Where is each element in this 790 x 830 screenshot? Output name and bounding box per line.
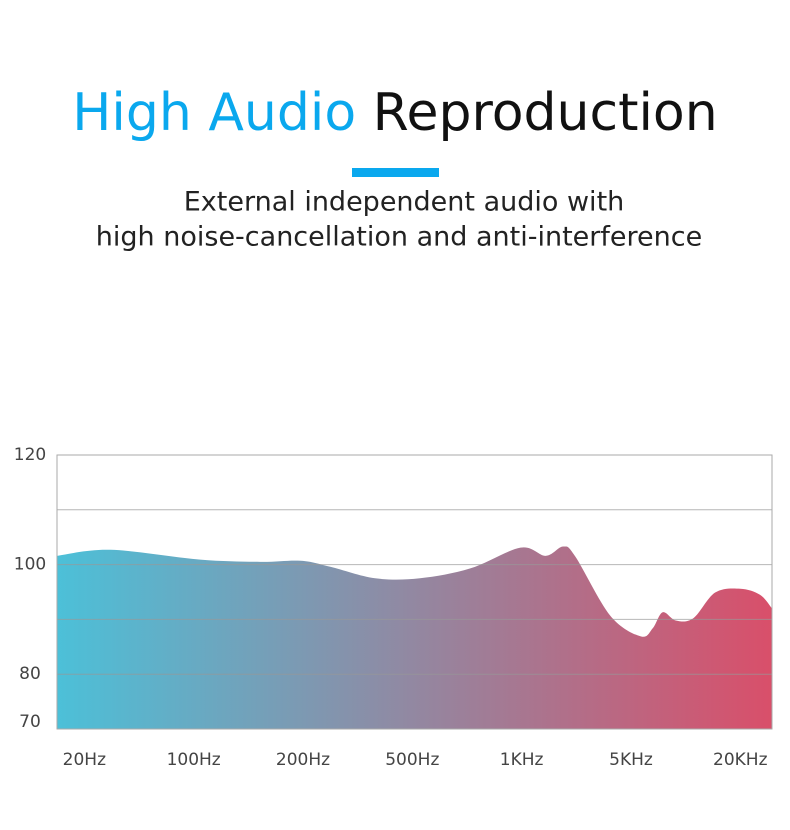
y-tick-label: 80 [19,664,41,684]
x-tick-label: 100Hz [167,750,221,770]
x-tick-label: 20KHz [713,750,768,770]
headline: High Audio Reproduction [72,83,717,143]
headline-part: High Audio [72,83,356,143]
plot: 70 80 100 120 20Hz 100Hz 200Hz 500Hz 1KHz 5KHz 20K… [14,445,773,770]
x-tick-label: 5KHz [609,750,653,770]
x-tick-label: 20Hz [63,750,106,770]
plot-frame [56,454,773,730]
x-tick-label: 1KHz [500,750,544,770]
subtitle-line: high noise-cancellation and anti-interfe… [96,222,702,253]
x-tick-label: 500Hz [385,750,439,770]
y-tick-label: 120 [14,445,46,465]
y-tick-label: 70 [19,712,41,732]
x-tick-label: 200Hz [276,750,330,770]
accent-bar [352,168,439,177]
y-tick-label: 100 [14,555,46,575]
response-area [57,546,772,729]
headline-part: Reproduction [373,83,718,143]
subtitle-line: External independent audio with [184,187,625,218]
